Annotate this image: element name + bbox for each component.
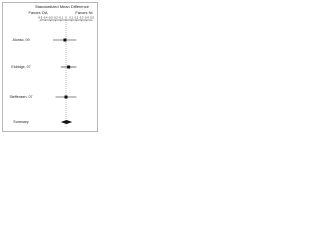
study-label: Summary [13, 120, 29, 124]
right-label: Favors NI [75, 10, 92, 15]
page: {"chart_data": {"type": "forest", "title… [0, 0, 100, 134]
x-tick-label: -0.3 [48, 16, 53, 20]
point-estimate [64, 95, 68, 99]
x-tick-label: 0.5 [90, 16, 94, 20]
x-tick-label: 0.2 [75, 16, 79, 20]
x-tick-label: -0.1 [59, 16, 64, 20]
chart-title: Standardized Mean Difference [35, 4, 90, 9]
point-estimate [63, 38, 67, 42]
x-tick-label: -0.2 [53, 16, 58, 20]
point-estimate [67, 65, 71, 69]
x-tick-label: -0.5 [38, 16, 43, 20]
study-label: Steffensen, 07 [9, 95, 32, 99]
x-tick-label: 0.4 [85, 16, 89, 20]
x-tick-label: 0.3 [80, 16, 84, 20]
x-tick-label: 0 [65, 16, 67, 20]
x-tick-label: -0.4 [43, 16, 48, 20]
chart: Standardized Mean Difference Favors OA F… [2, 2, 98, 132]
x-tick-label: 0.1 [69, 16, 73, 20]
left-label: Favors OA [28, 10, 47, 15]
study-label: Eldridge, 07 [11, 65, 30, 69]
study-label: Alonso, 09 [13, 38, 30, 42]
frame [2, 2, 98, 132]
summary-diamond [60, 120, 73, 124]
